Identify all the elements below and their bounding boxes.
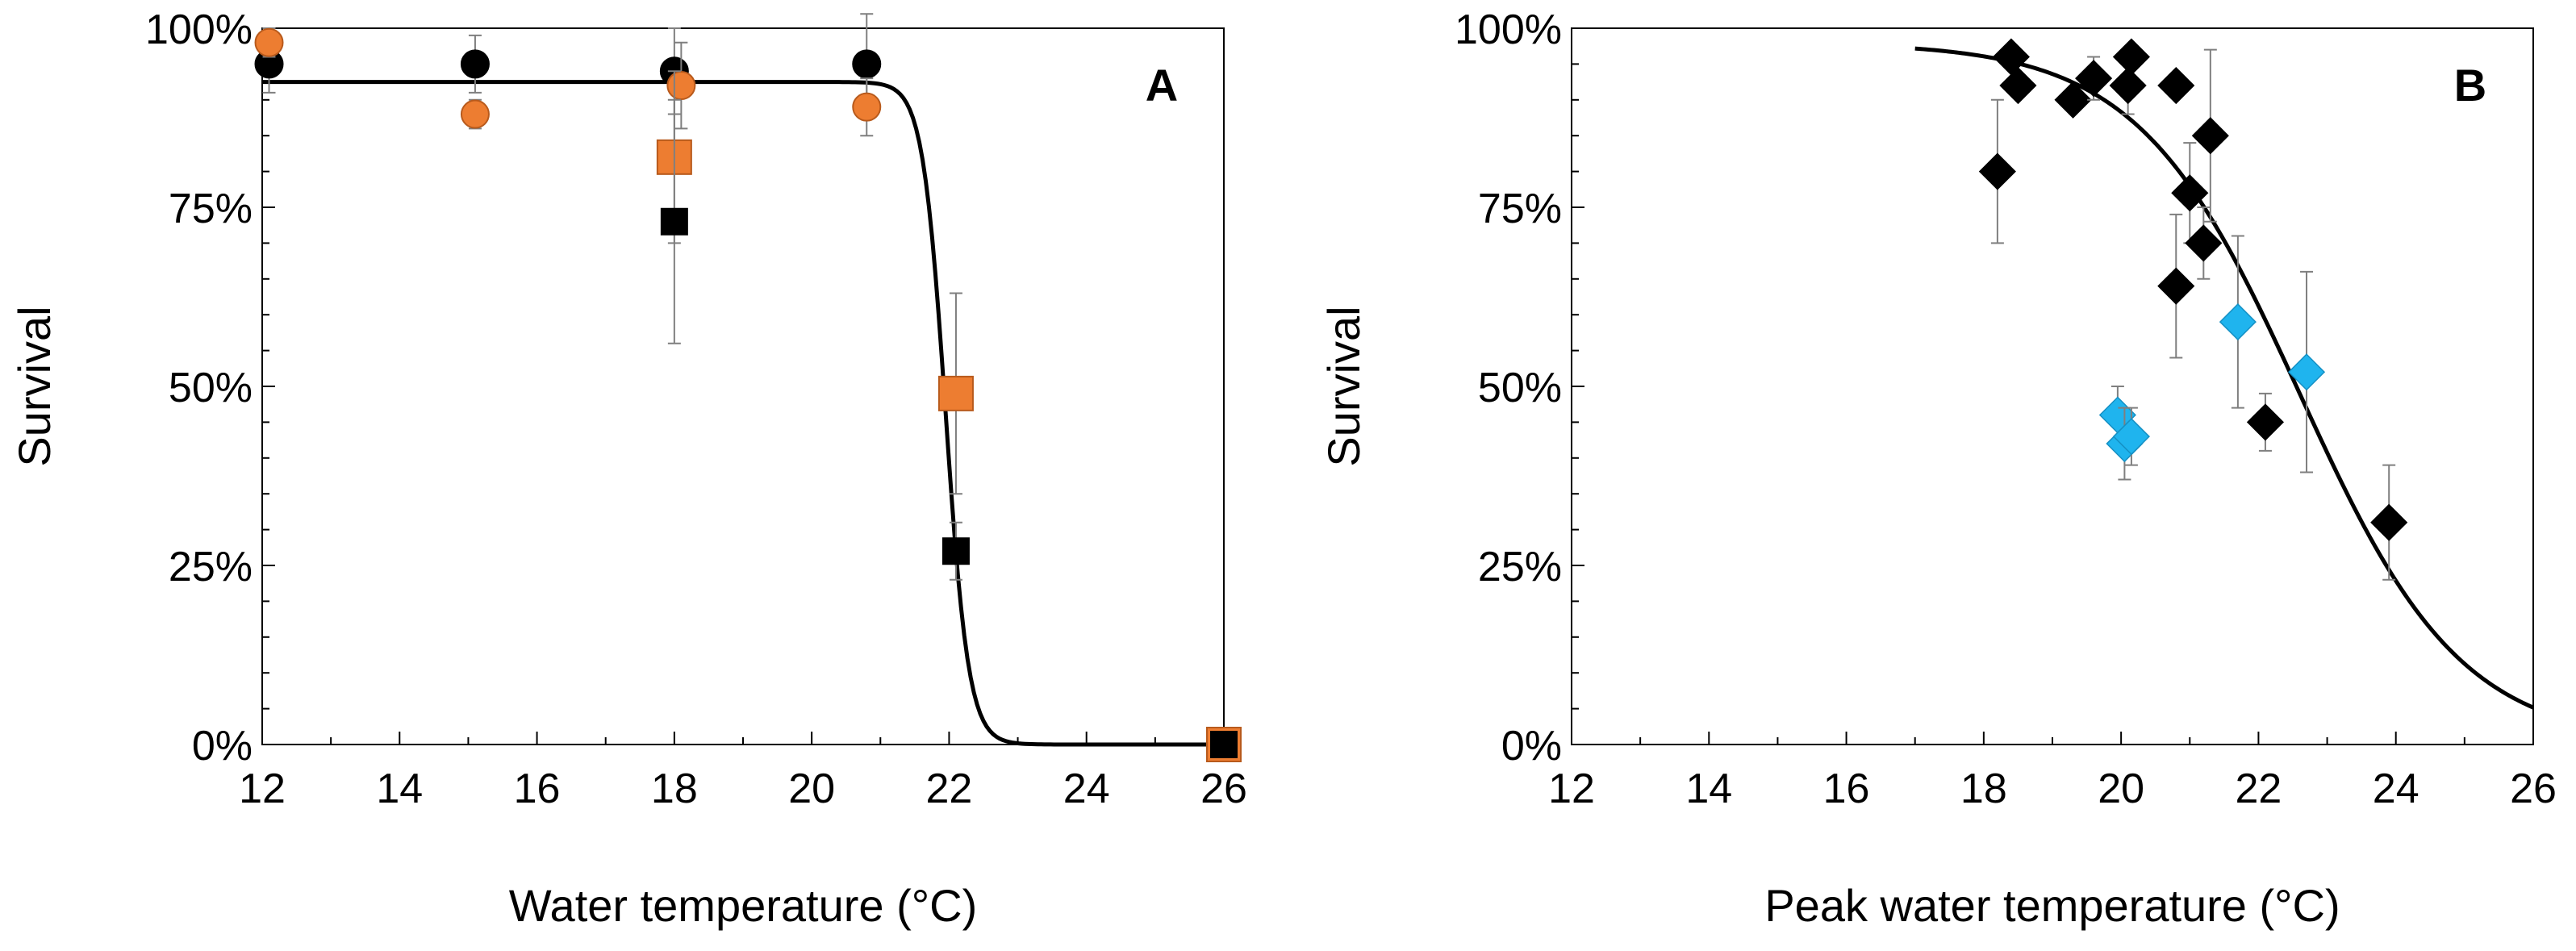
panel-b-x-tick-labels: 12 14 16 18 20 22 24 26 [1548, 765, 2557, 812]
panel-b-y-axis-title: Survival [1318, 306, 1369, 466]
panel-a-plot-frame [261, 27, 1225, 745]
panel-b-x-tick-label: 20 [2098, 765, 2144, 812]
panel-a-x-tick-label: 26 [1200, 765, 1247, 812]
panel-b-y-tick-label: 100% [1455, 6, 1562, 53]
panel-b-black-diamonds-point [1999, 66, 2037, 105]
panel-a-x-tick-label: 16 [514, 765, 561, 812]
panel-b-black-diamonds-point [2054, 81, 2092, 119]
panel-a-x-tick-labels: 12 14 16 18 20 22 24 26 [239, 765, 1247, 812]
panel-b-data-points [1978, 38, 2408, 581]
panel-b-chart: 12 14 16 18 20 22 24 26 0% 25% 50% 75% 100% Peak wa… [1318, 6, 2557, 931]
panel-a-orange-circles-point [666, 71, 696, 101]
panel-b-black-diamonds-point [2109, 66, 2147, 105]
panel-a-x-axis-title: Water temperature (°C) [509, 880, 977, 931]
panel-b-x-tick-label: 14 [1685, 765, 1732, 812]
panel-b-fit-curve [1914, 46, 2535, 710]
panel-b-x-tick-label: 24 [2373, 765, 2419, 812]
panel-b-blue-diamonds-point [2112, 418, 2150, 456]
panel-b-y-tick-label: 0% [1501, 723, 1562, 770]
panel-a-letter: A [1146, 60, 1178, 111]
panel-b-black-diamonds-point [1978, 152, 2016, 190]
panel-b-black-diamonds-point [2171, 174, 2209, 212]
panel-a-y-tick-label: 50% [169, 365, 253, 411]
panel-a-x-tick-label: 22 [926, 765, 973, 812]
panel-a-orange-circles-point [254, 27, 284, 57]
panel-b-ticks [1571, 27, 2534, 745]
panel-a-chart: 12 14 16 18 20 22 24 26 0% 25% 50% 75% 100% Water t… [9, 6, 1247, 931]
panel-b-letter: B [2454, 60, 2486, 111]
panel-a-y-tick-label: 75% [169, 186, 253, 232]
panel-b-black-diamonds-point [2075, 60, 2113, 98]
panel-a-y-tick-label: 25% [169, 544, 253, 590]
panel-b-black-diamonds-point [2191, 117, 2229, 155]
panel-a-x-tick-label: 12 [239, 765, 286, 812]
panel-b-black-diamonds-point [2370, 503, 2408, 541]
panel-a-y-tick-labels: 0% 25% 50% 75% 100% [145, 6, 253, 770]
panel-b-black-diamonds-point [1992, 38, 2030, 76]
panel-b-black-diamonds-point [2157, 66, 2195, 105]
panel-b-x-tick-label: 26 [2510, 765, 2557, 812]
panel-a-x-tick-label: 24 [1063, 765, 1110, 812]
panel-b-y-tick-labels: 0% 25% 50% 75% 100% [1455, 6, 1562, 770]
panel-a-y-tick-label: 0% [192, 723, 253, 770]
panel-b-plot-frame [1571, 27, 2534, 745]
panel-a-orange-circles-point [460, 99, 490, 129]
panel-a-orange-squares-point [937, 375, 974, 411]
panel-b-blue-diamonds-point [2287, 353, 2326, 391]
panel-a-data-points [254, 13, 1242, 762]
panel-b-x-tick-label: 22 [2236, 765, 2282, 812]
panel-b-x-tick-label: 16 [1823, 765, 1870, 812]
panel-b-black-diamonds-point [2246, 403, 2285, 441]
panel-b-y-tick-label: 50% [1478, 365, 1562, 411]
panel-b-blue-diamonds-point [2219, 303, 2257, 341]
panel-a-x-tick-label: 20 [788, 765, 835, 812]
panel-b-y-tick-label: 25% [1478, 544, 1562, 590]
panel-a-x-tick-label: 14 [376, 765, 423, 812]
panel-a-orange-circles-point [852, 92, 882, 122]
panel-b-x-axis-title: Peak water temperature (°C) [1764, 880, 2340, 931]
panel-a-black-circles-point [852, 49, 882, 79]
panel-b-x-tick-label: 12 [1548, 765, 1595, 812]
panel-a-fit-curve [262, 80, 1224, 747]
panel-b-x-tick-label: 18 [1960, 765, 2007, 812]
panel-a-y-tick-label: 100% [145, 6, 253, 53]
panel-a-black-squares-point [1210, 731, 1238, 758]
panel-a-black-squares-point [660, 207, 688, 236]
panel-b-black-diamonds-point [2157, 267, 2195, 305]
panel-b-black-diamonds-point [2185, 224, 2223, 262]
panel-b-black-diamonds-point [2112, 38, 2150, 76]
panel-a-y-axis-title: Survival [9, 306, 60, 466]
panel-a-ticks [261, 27, 1225, 745]
panel-a-x-tick-label: 18 [651, 765, 698, 812]
panel-b-y-tick-label: 75% [1478, 186, 1562, 232]
panel-a-black-squares-point [941, 537, 970, 565]
panel-a-black-circles-point [460, 49, 490, 79]
